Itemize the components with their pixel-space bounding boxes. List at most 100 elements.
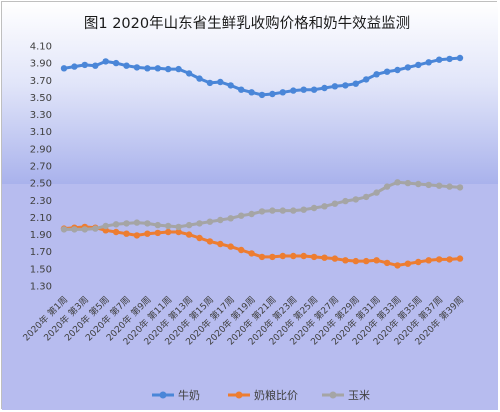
data-point xyxy=(300,252,307,260)
data-point xyxy=(446,256,453,263)
data-point xyxy=(290,252,297,260)
legend-marker xyxy=(235,391,243,399)
data-point xyxy=(217,216,224,224)
legend-marker xyxy=(159,391,167,399)
data-point xyxy=(415,180,422,188)
data-point xyxy=(133,219,141,226)
data-point xyxy=(227,243,234,250)
data-point xyxy=(436,182,443,189)
data-point xyxy=(133,64,141,71)
data-point xyxy=(415,258,422,266)
data-point xyxy=(352,196,359,203)
data-point xyxy=(394,179,401,186)
data-point xyxy=(60,65,68,72)
y-tick-label: 2.70 xyxy=(30,162,52,173)
data-point xyxy=(383,183,391,190)
data-point xyxy=(227,82,234,89)
y-tick-label: 3.10 xyxy=(30,127,52,138)
data-point xyxy=(112,221,120,228)
data-point xyxy=(279,252,286,260)
data-point xyxy=(363,76,370,83)
data-point xyxy=(331,200,339,207)
data-point xyxy=(394,66,401,74)
data-point xyxy=(165,228,172,236)
data-point xyxy=(227,215,234,222)
data-point xyxy=(342,197,349,205)
y-tick-label: 2.10 xyxy=(30,213,52,224)
data-point xyxy=(92,225,99,232)
data-point xyxy=(175,65,182,73)
data-point xyxy=(436,56,443,63)
data-point xyxy=(175,228,182,236)
data-point xyxy=(456,255,464,262)
data-point xyxy=(206,238,214,245)
data-point xyxy=(123,230,130,237)
data-point xyxy=(71,63,78,70)
data-point xyxy=(446,183,453,190)
legend-marker xyxy=(329,391,337,399)
data-point xyxy=(404,64,412,71)
data-point xyxy=(60,226,68,233)
data-point xyxy=(102,222,109,230)
data-point xyxy=(310,204,318,212)
data-point xyxy=(258,208,266,215)
y-tick-label: 2.30 xyxy=(30,196,52,207)
data-point xyxy=(175,223,182,231)
data-point xyxy=(310,253,318,261)
data-point xyxy=(383,259,391,267)
data-point xyxy=(456,54,464,62)
y-tick-label: 3.70 xyxy=(30,76,52,87)
data-point xyxy=(206,218,214,225)
data-point xyxy=(165,222,172,230)
data-point xyxy=(238,86,245,93)
data-point xyxy=(300,86,307,93)
legend-label: 奶粮比价 xyxy=(254,388,298,402)
y-tick-label: 1.30 xyxy=(30,282,52,293)
data-point xyxy=(112,59,120,67)
data-point xyxy=(279,89,286,96)
data-point xyxy=(425,257,432,264)
data-point xyxy=(415,61,422,69)
data-point xyxy=(269,207,276,214)
data-point xyxy=(342,257,349,264)
data-point xyxy=(154,65,161,72)
data-point xyxy=(352,80,359,87)
legend-label: 玉米 xyxy=(348,389,370,402)
data-point xyxy=(269,90,276,98)
data-point xyxy=(404,260,412,267)
data-point xyxy=(133,232,141,239)
data-point xyxy=(456,184,464,191)
data-point xyxy=(144,65,151,72)
data-point xyxy=(185,70,193,77)
y-tick-label: 2.50 xyxy=(30,179,52,190)
y-tick-label: 1.50 xyxy=(30,264,52,275)
data-point xyxy=(331,83,339,90)
y-tick-label: 1.70 xyxy=(30,247,52,258)
data-point xyxy=(185,221,193,229)
data-point xyxy=(238,212,245,219)
data-point xyxy=(446,55,453,63)
data-point xyxy=(310,86,318,93)
data-point xyxy=(394,262,401,269)
lower-plot-band xyxy=(2,184,498,410)
data-point xyxy=(342,82,349,89)
data-point xyxy=(436,256,443,263)
data-point xyxy=(300,206,307,213)
data-point xyxy=(269,253,276,261)
data-point xyxy=(425,59,432,66)
data-point xyxy=(290,207,297,214)
data-point xyxy=(165,65,172,73)
data-point xyxy=(154,229,161,237)
data-point xyxy=(363,193,370,201)
data-point xyxy=(321,203,328,210)
data-point xyxy=(352,257,359,265)
y-tick-label: 1.90 xyxy=(30,230,52,241)
chart-title: 图1 2020年山东省生鲜乳收购价格和奶牛效益监测 xyxy=(84,15,410,32)
data-point xyxy=(144,230,151,237)
data-point xyxy=(404,179,412,187)
legend-label: 牛奶 xyxy=(178,388,200,402)
data-point xyxy=(196,75,203,82)
data-point xyxy=(248,89,255,96)
y-tick-label: 4.10 xyxy=(30,42,52,53)
